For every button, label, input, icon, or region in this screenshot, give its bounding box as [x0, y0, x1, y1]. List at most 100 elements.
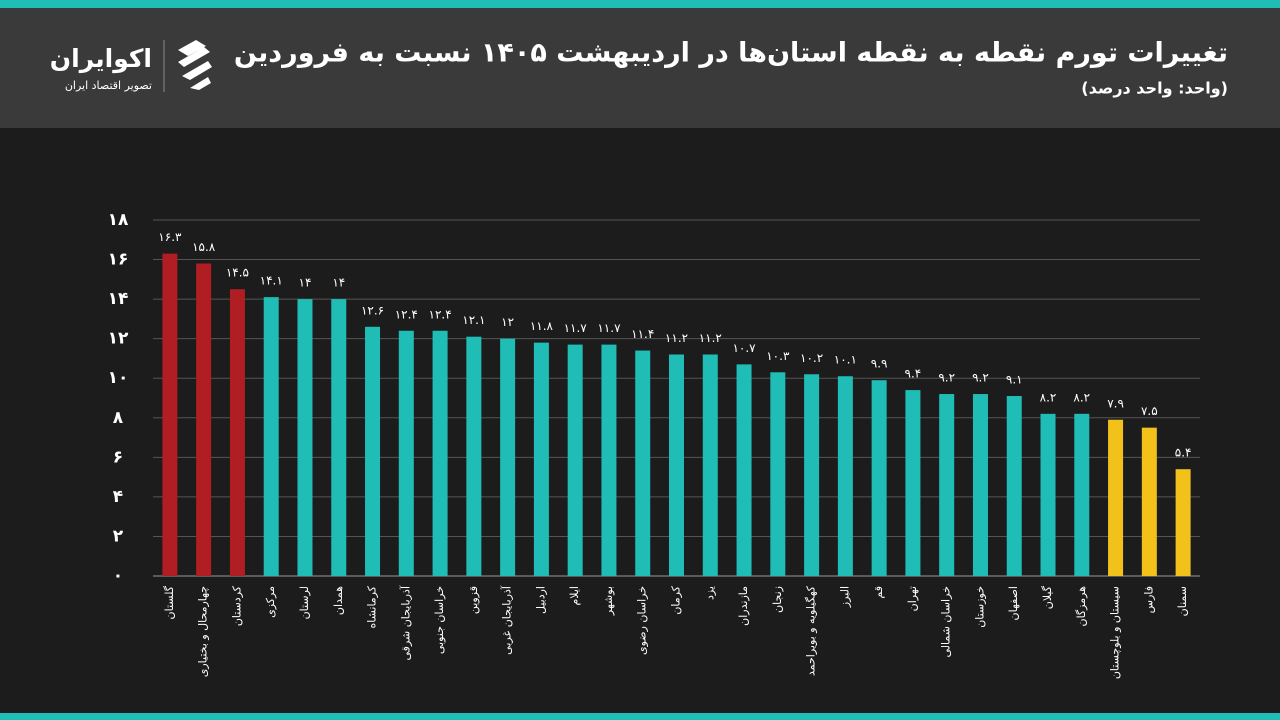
value-label: ۱۲.۶	[361, 303, 384, 317]
value-label: ۱۲	[501, 315, 514, 329]
x-tick-label: خوزستان	[973, 586, 986, 628]
y-tick-label: ۱۸	[108, 210, 129, 230]
value-label: ۱۱.۴	[631, 327, 654, 341]
bar	[1040, 413, 1056, 576]
value-label: ۹.۲	[972, 371, 989, 385]
bar	[229, 289, 245, 576]
bar	[466, 336, 482, 576]
chart-title: تغییرات تورم نقطه به نقطه استان‌ها در ار…	[234, 38, 1228, 69]
value-label: ۱۱.۷	[597, 321, 621, 335]
x-tick-label: اردبیل	[534, 586, 547, 614]
bar	[1074, 413, 1090, 576]
x-tick-label: هرمزگان	[1075, 586, 1088, 627]
x-tick-label: کرمان	[670, 585, 683, 614]
x-tick-label: همدان	[332, 586, 345, 615]
value-label: ۷.۹	[1107, 396, 1124, 410]
x-tick-label: البرز	[838, 586, 851, 608]
x-tick-label: تهران	[906, 586, 919, 611]
value-label: ۱۰.۱	[834, 353, 857, 367]
x-tick-label: قم	[872, 586, 885, 599]
bar	[837, 376, 853, 576]
value-label: ۱۲.۴	[395, 307, 418, 321]
x-tick-label: ایلام	[568, 586, 581, 606]
bar	[1141, 427, 1157, 576]
x-tick-label: بوشهر	[602, 586, 615, 616]
bar	[162, 253, 178, 576]
x-tick-label: مرکزی	[264, 586, 277, 618]
x-tick-label: چهارمحال و بختیاری	[197, 586, 210, 677]
value-label: ۹.۴	[905, 367, 922, 381]
bar	[567, 344, 583, 576]
x-tick-label: گیلان	[1041, 585, 1054, 609]
y-tick-label: ۱۰	[108, 368, 129, 388]
bar	[1108, 419, 1124, 576]
bar	[972, 394, 988, 576]
x-tick-label: کردستان	[230, 585, 243, 626]
y-tick-label: ۶	[113, 447, 123, 467]
bar	[331, 299, 347, 576]
x-tick-label: فارس	[1142, 586, 1155, 613]
value-label: ۱۴.۵	[226, 266, 249, 280]
bar	[736, 364, 752, 576]
x-tick-label: سمنان	[1176, 586, 1189, 616]
y-tick-label: ۴	[113, 487, 123, 507]
bar	[365, 326, 381, 576]
value-label: ۱۲.۴	[429, 307, 452, 321]
x-tick-label: لرستان	[298, 586, 311, 619]
x-tick-label: گلستان	[163, 585, 176, 619]
bar	[939, 394, 955, 576]
y-tick-label: ۸	[113, 408, 124, 428]
bar	[871, 380, 887, 576]
bar	[905, 390, 921, 576]
x-tick-label: آذربایجان شرقی	[398, 585, 412, 660]
value-label: ۱۱.۸	[530, 319, 554, 333]
bar	[635, 350, 651, 576]
bar	[601, 344, 617, 576]
x-tick-label: اصفهان	[1007, 586, 1020, 620]
x-tick-label: مازندران	[737, 586, 750, 626]
bar	[702, 354, 718, 576]
value-label: ۱۱.۷	[564, 321, 588, 335]
value-label: ۹.۲	[938, 371, 955, 385]
value-label: ۱۰.۲	[800, 351, 823, 365]
value-label: ۱۰.۷	[732, 341, 756, 355]
bar	[1175, 469, 1191, 576]
value-label: ۱۲.۱	[462, 313, 485, 327]
x-tick-label: کهگیلویه و بویراحمد	[805, 585, 818, 676]
value-label: ۹.۹	[871, 357, 888, 371]
top-stripe	[0, 0, 1280, 8]
bar	[533, 342, 549, 576]
chart-subtitle: (واحد: واحد درصد)	[1081, 79, 1228, 98]
y-tick-label: ۱۲	[108, 329, 129, 349]
x-tick-label: کرمانشاه	[366, 585, 379, 628]
x-tick-label: خراسان رضوی	[636, 586, 649, 655]
x-tick-label: یزد	[703, 586, 716, 600]
x-tick-label: سیستان و بلوچستان	[1109, 586, 1122, 679]
value-label: ۸.۲	[1040, 390, 1057, 404]
bar	[500, 338, 516, 576]
x-tick-label: خراسان جنوبی	[433, 586, 446, 654]
value-label: ۱۴	[332, 276, 345, 290]
bar	[1006, 396, 1022, 576]
y-tick-label: ۱۴	[108, 289, 129, 309]
value-label: ۱۶.۳	[158, 230, 182, 244]
bar	[669, 354, 684, 576]
logo-icon	[178, 40, 212, 90]
value-label: ۱۵.۸	[192, 240, 216, 254]
x-tick-label: آذربایجان غربی	[500, 585, 514, 655]
y-tick-label: ۱۶	[108, 250, 129, 270]
value-label: ۱۱.۲	[699, 331, 722, 345]
value-label: ۱۰.۳	[766, 349, 790, 363]
bar	[196, 263, 212, 576]
bar	[770, 372, 786, 576]
logo-tagline: تصویر اقتصاد ایران	[65, 79, 152, 92]
value-label: ۱۱.۲	[665, 331, 688, 345]
bar	[432, 330, 448, 576]
y-tick-label: ۰	[113, 566, 123, 586]
header	[0, 8, 1280, 128]
bottom-stripe	[0, 713, 1280, 720]
x-tick-label: قزوین	[467, 586, 480, 614]
x-tick-label: خراسان شمالی	[940, 586, 953, 658]
y-tick-label: ۲	[113, 526, 124, 546]
